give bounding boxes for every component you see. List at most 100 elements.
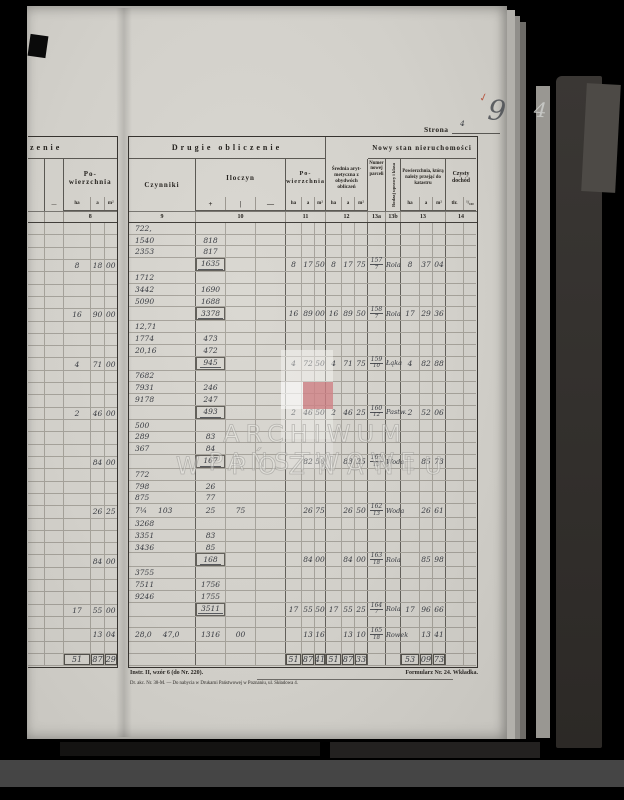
cell-srednia (355, 394, 368, 405)
left-cell-minus (45, 456, 64, 469)
cell-powierzchnia: 50 (315, 602, 326, 616)
cell-kataster (433, 283, 446, 295)
left-cell-powierzchnia (105, 592, 117, 603)
cell-iloczyn-plus (196, 518, 226, 529)
cell-powierzchnia (315, 419, 326, 431)
cell-iloczyn-minus (256, 258, 286, 272)
cell-iloczyn-plus: 168 (196, 553, 226, 567)
cell-dochod-setne (464, 603, 478, 616)
cell-kataster (433, 272, 446, 283)
cell-dochod-tlr (446, 246, 464, 258)
cell-numer-parceli (368, 654, 386, 665)
cell-srednia (355, 518, 368, 529)
colnum-13b: 13b (386, 212, 401, 222)
cell-iloczyn-mid (226, 469, 256, 480)
left-table-row: 26 25 (28, 506, 117, 519)
left-cell-cut (28, 481, 45, 493)
left-unit-a: a (91, 197, 105, 210)
cell-kataster (401, 616, 420, 628)
left-cell-powierzchnia (105, 371, 117, 382)
left-colnum-cut2 (45, 212, 64, 222)
cell-numer-parceli (368, 431, 386, 443)
left-cell-minus (45, 407, 64, 419)
cell-iloczyn-minus (256, 405, 286, 419)
cell-powierzchnia (315, 344, 326, 356)
cell-rodzaj-uprawy (386, 529, 401, 541)
cell-dochod-tlr (446, 654, 464, 665)
left-cell-cut (28, 629, 45, 641)
cell-iloczyn-minus (256, 567, 286, 579)
cell-powierzchnia (286, 344, 302, 356)
cell-kataster (433, 616, 446, 628)
cell-numer-parceli (368, 590, 386, 602)
cell-dochod-setne (464, 455, 478, 468)
cell-srednia (326, 234, 342, 246)
left-table-row: 4 71 00 (28, 358, 117, 371)
left-cell-minus (45, 543, 64, 555)
cell-numer-parceli (368, 295, 386, 307)
cell-czynniki (129, 602, 196, 616)
cell-powierzchnia (286, 382, 302, 394)
left-cell-powierzchnia (91, 370, 105, 383)
left-table-row (28, 469, 117, 482)
cell-dochod-tlr (446, 443, 464, 455)
cell-iloczyn-minus (256, 246, 286, 258)
cell-srednia (342, 529, 355, 541)
cell-dochod-tlr (446, 590, 464, 602)
cell-numer-parceli (368, 394, 386, 405)
book-page-edge (536, 86, 550, 738)
cell-czynniki: 367 (129, 443, 196, 455)
cell-dochod-tlr (446, 223, 464, 234)
cell-numer-parceli (368, 333, 386, 344)
table-row: 798 26 (129, 480, 476, 493)
cell-kataster (433, 469, 446, 480)
cell-iloczyn-mid (226, 356, 256, 370)
cell-dochod-setne (464, 307, 478, 320)
cell-powierzchnia: 41 (314, 654, 326, 665)
cell-iloczyn-mid (226, 295, 256, 307)
cell-czynniki (129, 455, 196, 469)
left-table-row: 84 00 (28, 555, 117, 568)
cell-iloczyn-minus (256, 579, 286, 590)
left-cell-powierzchnia (105, 235, 117, 246)
cell-srednia (326, 272, 342, 283)
cell-dochod-tlr (446, 628, 464, 642)
cell-powierzchnia (286, 480, 302, 492)
cell-kataster (401, 518, 420, 529)
cell-czynniki (129, 258, 196, 272)
left-cell-powierzchnia (64, 296, 91, 309)
cell-iloczyn-mid (226, 223, 256, 234)
cell-kataster (401, 295, 420, 307)
cell-srednia (355, 295, 368, 307)
cell-srednia (326, 469, 342, 480)
cell-dochod-tlr (446, 616, 464, 628)
cell-iloczyn-plus (196, 642, 226, 654)
cell-czynniki: 1712 (129, 272, 196, 283)
scan-shadow (60, 742, 320, 756)
cell-kataster (401, 394, 420, 405)
cell-powierzchnia (315, 382, 326, 394)
cell-kataster: 36 (433, 307, 446, 321)
cell-rodzaj-uprawy (386, 234, 401, 246)
cell-powierzchnia (302, 443, 315, 455)
cell-srednia: 10 (355, 628, 368, 642)
left-table-title-partial: zenie (28, 137, 117, 159)
cell-srednia (342, 590, 355, 602)
cell-kataster: 52 (420, 405, 433, 419)
cell-srednia (326, 370, 342, 382)
table-row: 167 82 50 83 25 161 13 Woda 85 73 (129, 455, 478, 470)
cell-kataster: 37 (420, 258, 433, 272)
left-table-row: 16 90 00 (28, 309, 117, 322)
cell-powierzchnia (302, 480, 315, 492)
cell-kataster (433, 246, 446, 258)
left-cell-minus (45, 395, 64, 407)
table-row: 51 87 41 51 87 33 53 09 73 (129, 654, 476, 666)
left-cell-powierzchnia (105, 543, 117, 554)
left-cell-powierzchnia (91, 518, 105, 530)
cell-iloczyn-mid (226, 616, 256, 628)
cell-dochod-tlr (446, 480, 464, 492)
cell-dochod-setne (464, 235, 478, 246)
sred-unit-m2: m² (355, 197, 368, 210)
left-cell-powierzchnia: 90 (91, 309, 105, 321)
cell-powierzchnia (315, 234, 326, 246)
